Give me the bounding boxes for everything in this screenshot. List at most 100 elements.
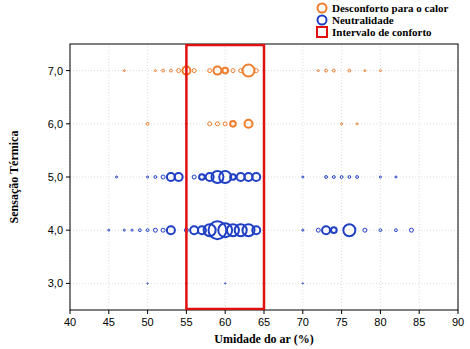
bubble [147,283,148,284]
bubble [131,229,133,231]
comfort-interval [186,45,264,309]
legend-label: Neutralidade [332,14,394,26]
x-tick [341,310,342,314]
bubble [116,176,118,178]
bubble [379,70,381,72]
bubble [146,229,149,232]
bubble [252,173,260,181]
x-tick-label: 60 [219,316,231,328]
bubble [147,176,149,178]
legend-symbol [318,16,327,25]
series [123,65,381,128]
bubble [325,69,328,72]
legend: Desconforto para o calorNeutralidadeInte… [317,2,449,38]
bubble [332,69,335,72]
bubble [348,69,351,72]
bubble [231,69,235,73]
chart: 40455055606570758085903,04,05,06,07,0Umi… [0,0,470,349]
bubble [213,67,221,75]
bubble [316,228,320,232]
y-tick [66,123,70,124]
x-tick [186,310,187,314]
bubble [192,69,196,73]
grid [70,44,458,310]
y-tick-label: 3,0 [48,277,63,289]
y-tick-label: 6,0 [48,118,63,130]
x-tick-label: 75 [335,316,347,328]
y-tick [66,70,70,71]
y-tick-label: 7,0 [48,65,63,77]
bubble [225,283,226,284]
bubble [252,226,260,234]
x-tick-label: 90 [452,316,464,328]
x-tick [108,310,109,314]
bubble [340,176,343,179]
y-tick [66,230,70,231]
bubble [317,70,319,72]
bubble [223,122,227,126]
bubble [341,123,343,125]
x-tick-label: 80 [374,316,386,328]
x-tick-label: 55 [180,316,192,328]
bubble [395,176,397,178]
x-tick [264,310,265,314]
bubble [343,224,355,236]
x-grid-line [341,44,342,310]
bubble [302,176,304,178]
bubble [379,229,382,232]
bubble [154,176,157,179]
bubble [169,69,172,72]
bubble [108,229,110,231]
bubble [348,176,351,179]
y-tick-label: 4,0 [48,224,63,236]
bubble [199,174,205,180]
x-tick-label: 45 [103,316,115,328]
bubble [222,68,228,74]
ticks: 40455055606570758085903,04,05,06,07,0 [48,65,464,328]
bubble [167,226,175,234]
bubble [162,69,165,72]
y-tick [66,283,70,284]
x-tick [225,310,226,314]
bubble [395,229,398,232]
bubble [302,283,303,284]
bubble [123,70,125,72]
bubble [146,122,149,125]
bubble [208,122,212,126]
y-tick [66,177,70,178]
y-axis-label: Sensação Térmica [7,131,21,224]
x-grid-line [380,44,381,310]
bubble [242,65,254,77]
bubble [356,176,359,179]
bubble [215,122,219,126]
x-grid-line [147,44,148,310]
x-tick-label: 40 [64,316,76,328]
bubble [363,228,367,232]
bubble [254,69,258,73]
bubble [161,175,165,179]
bubble [364,70,366,72]
x-tick [380,310,381,314]
legend-symbol [318,4,327,13]
x-tick-label: 85 [413,316,425,328]
background [0,0,470,349]
bubble [153,228,157,232]
x-tick [70,310,71,314]
x-tick-label: 70 [297,316,309,328]
bubble [322,226,330,234]
bubble [356,123,358,125]
bubble [379,176,381,178]
bubble [302,229,304,231]
x-axis-label: Umidade do ar (%) [214,332,313,346]
bubble [332,176,335,179]
legend-label: Desconforto para o calor [332,2,449,14]
bubble [230,174,236,180]
legend-label: Intervalo de conforto [332,26,432,38]
x-tick-label: 65 [258,316,270,328]
bubble [208,69,212,73]
bubble [325,176,328,179]
y-tick-label: 5,0 [48,171,63,183]
bubble [161,228,165,232]
x-tick [419,310,420,314]
bubble [177,69,181,73]
